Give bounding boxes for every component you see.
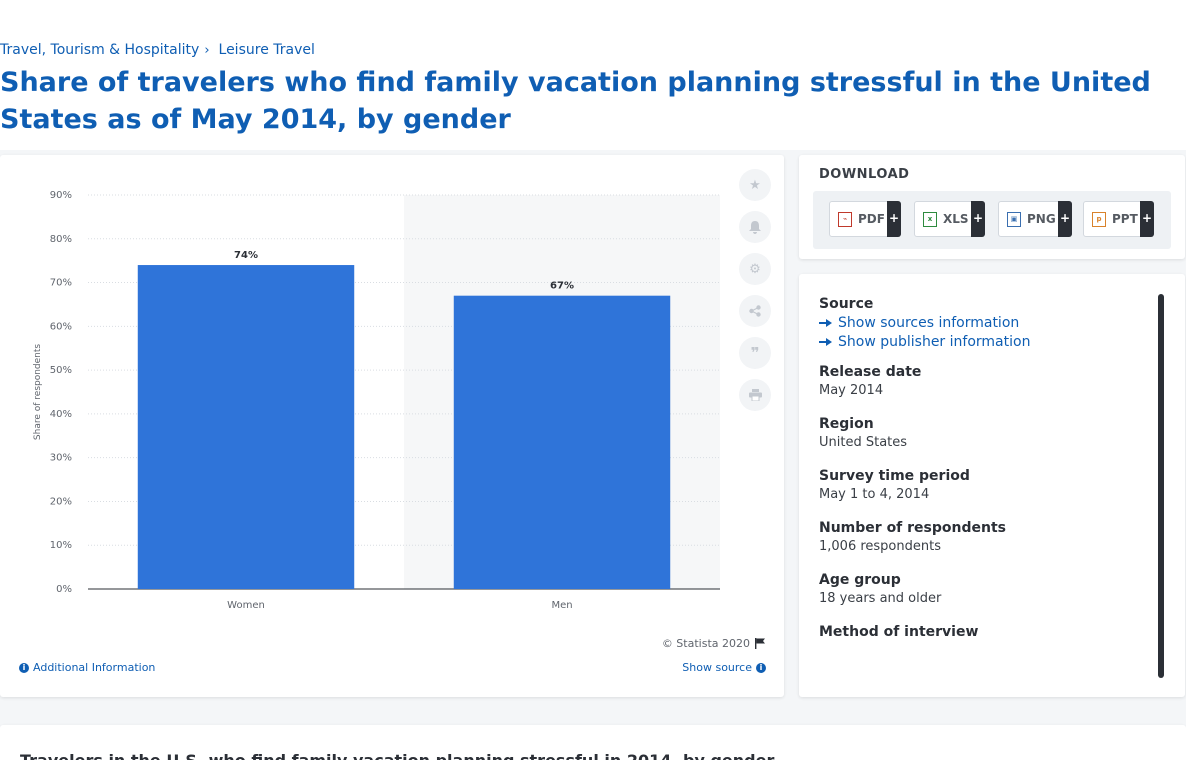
download-buttons-row: ⌁ PDF + x XLS + ▣ PNG + p PPT + <box>813 191 1171 249</box>
download-xls-plus[interactable]: + <box>971 201 985 237</box>
y-tick-label: 50% <box>50 365 72 376</box>
y-tick-label: 60% <box>50 321 72 332</box>
show-publisher-link[interactable]: Show publisher information <box>819 334 1149 350</box>
breadcrumb-item-leisure-travel[interactable]: Leisure Travel <box>218 42 315 58</box>
bar-women <box>137 265 355 589</box>
data-label: 67% <box>550 281 574 292</box>
download-pdf-label: PDF <box>858 212 885 226</box>
png-file-icon: ▣ <box>1007 211 1021 227</box>
print-icon[interactable] <box>739 379 771 411</box>
y-tick-label: 20% <box>50 496 72 507</box>
show-publisher-label: Show publisher information <box>838 334 1031 350</box>
y-tick-label: 90% <box>50 190 72 201</box>
quote-icon[interactable]: ❞ <box>739 337 771 369</box>
page-title: Share of travelers who find family vacat… <box>0 67 1151 135</box>
arrow-right-icon <box>819 318 833 328</box>
respondents-label: Number of respondents <box>819 520 1006 536</box>
flag-icon[interactable] <box>755 638 766 649</box>
details-scroll-area[interactable]: Source Show sources information Show pub… <box>819 294 1149 678</box>
y-tick-label: 70% <box>50 278 72 289</box>
description-title: Travelers in the U.S. who find family va… <box>20 751 774 760</box>
ppt-file-icon: p <box>1092 211 1106 227</box>
bell-icon[interactable] <box>739 211 771 243</box>
bar-chart: 0% 10% 20% 30% 40% 50% 60% 70% 80% 90% Share of re… <box>33 190 720 611</box>
bar-men <box>453 295 671 589</box>
gear-icon[interactable]: ⚙ <box>739 253 771 285</box>
region-value: United States <box>819 435 908 450</box>
share-icon[interactable] <box>739 295 771 327</box>
arrow-right-icon <box>819 337 833 347</box>
show-sources-link[interactable]: Show sources information <box>819 315 1149 331</box>
additional-information-label: Additional Information <box>33 661 156 674</box>
y-tick-label: 40% <box>50 409 72 420</box>
age-group-label: Age group <box>819 572 901 588</box>
download-title: DOWNLOAD <box>819 167 910 182</box>
x-tick-label: Women <box>227 600 265 611</box>
download-png-button[interactable]: ▣ PNG + <box>998 201 1072 237</box>
release-date-label: Release date <box>819 364 922 380</box>
breadcrumb-item-travel[interactable]: Travel, Tourism & Hospitality <box>0 42 200 58</box>
download-ppt-button[interactable]: p PPT + <box>1083 201 1154 237</box>
info-icon: i <box>756 662 766 673</box>
y-tick-label: 10% <box>50 540 72 551</box>
region-label: Region <box>819 416 874 432</box>
y-tick-label: 0% <box>56 584 72 595</box>
survey-period-label: Survey time period <box>819 468 970 484</box>
age-group-value: 18 years and older <box>819 591 942 606</box>
download-ppt-label: PPT <box>1112 212 1138 226</box>
copyright-notice: © Statista 2020 <box>662 637 766 650</box>
download-pdf-plus[interactable]: + <box>887 201 901 237</box>
chart-card: 0% 10% 20% 30% 40% 50% 60% 70% 80% 90% Share of re… <box>0 155 784 697</box>
description-card: Travelers in the U.S. who find family va… <box>0 725 1186 760</box>
x-tick-label: Men <box>551 600 572 611</box>
statistic-details-panel: Source Show sources information Show pub… <box>799 274 1185 697</box>
copyright-text: © Statista 2020 <box>661 637 750 650</box>
breadcrumb: Travel, Tourism & Hospitality › Leisure … <box>0 42 315 58</box>
star-icon[interactable]: ★ <box>739 169 771 201</box>
details-scrollbar[interactable] <box>1158 294 1164 678</box>
show-sources-label: Show sources information <box>838 315 1020 331</box>
download-png-plus[interactable]: + <box>1058 201 1072 237</box>
show-source-label: Show source <box>682 661 752 674</box>
download-panel: DOWNLOAD ⌁ PDF + x XLS + ▣ PNG + p PPT + <box>799 155 1185 259</box>
download-xls-button[interactable]: x XLS + <box>914 201 985 237</box>
data-label: 74% <box>234 250 258 261</box>
respondents-value: 1,006 respondents <box>819 539 941 554</box>
method-of-interview-label: Method of interview <box>819 624 979 640</box>
survey-period-value: May 1 to 4, 2014 <box>819 487 930 502</box>
y-axis-label: Share of respondents <box>33 344 43 441</box>
y-tick-label: 30% <box>50 453 72 464</box>
additional-information-link[interactable]: i Additional Information <box>19 661 155 674</box>
info-icon: i <box>19 662 29 673</box>
breadcrumb-separator: › <box>204 42 210 58</box>
xls-file-icon: x <box>923 211 937 227</box>
download-ppt-plus[interactable]: + <box>1140 201 1154 237</box>
download-png-label: PNG <box>1027 212 1056 226</box>
download-pdf-button[interactable]: ⌁ PDF + <box>829 201 901 237</box>
pdf-file-icon: ⌁ <box>838 211 852 227</box>
y-tick-label: 80% <box>50 234 72 245</box>
source-label: Source <box>819 296 874 312</box>
show-source-link[interactable]: Show source i <box>682 661 766 674</box>
header-area <box>0 0 1186 150</box>
release-date-value: May 2014 <box>819 383 884 398</box>
download-xls-label: XLS <box>943 212 969 226</box>
